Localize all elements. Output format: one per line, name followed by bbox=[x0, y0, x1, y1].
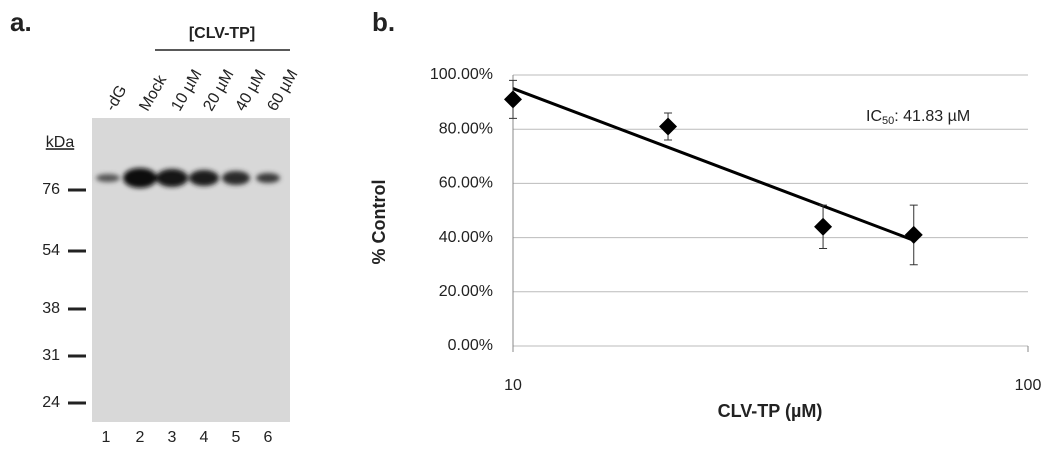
lane-label: Mock bbox=[136, 72, 170, 114]
marker-label: 54 bbox=[42, 242, 60, 259]
band bbox=[156, 169, 188, 187]
lane-number: 5 bbox=[232, 429, 241, 446]
marker-label: 24 bbox=[42, 394, 60, 411]
marker-label: 38 bbox=[42, 300, 60, 317]
data-point bbox=[814, 218, 832, 236]
lane-number: 6 bbox=[264, 429, 273, 446]
data-point bbox=[905, 226, 923, 244]
annotation-subscript: 50 bbox=[882, 115, 894, 127]
lane-number: 4 bbox=[200, 429, 209, 446]
panel-label: b. bbox=[372, 7, 395, 37]
gel-image bbox=[92, 118, 290, 422]
y-tick-label: 60.00% bbox=[439, 175, 493, 192]
annotation: IC50: 41.83 µM bbox=[866, 108, 970, 127]
x-tick-label: 100 bbox=[1015, 377, 1042, 394]
lane-number: 1 bbox=[102, 429, 111, 446]
lane-label: 10 µM bbox=[168, 67, 205, 114]
band bbox=[256, 173, 280, 183]
lane-label: 60 µM bbox=[264, 67, 301, 114]
lane-label: 40 µM bbox=[232, 67, 269, 114]
y-tick-label: 0.00% bbox=[448, 337, 493, 354]
x-axis-title: CLV-TP (µM) bbox=[718, 401, 823, 421]
band bbox=[189, 170, 219, 186]
y-axis-title: % Control bbox=[369, 180, 389, 265]
lane-number: 3 bbox=[168, 429, 177, 446]
data-point bbox=[659, 117, 677, 135]
panel-label: a. bbox=[10, 7, 32, 37]
marker-label: 76 bbox=[42, 181, 60, 198]
figure: a. [CLV-TP] kDa b. CLV-TP (µM) % Control… bbox=[0, 0, 1051, 449]
lane-label: 20 µM bbox=[200, 67, 237, 114]
data-point bbox=[504, 90, 522, 108]
y-tick-label: 40.00% bbox=[439, 229, 493, 246]
lane-number: 2 bbox=[136, 429, 145, 446]
annotation-suffix: : 41.83 µM bbox=[894, 108, 970, 125]
y-tick-label: 20.00% bbox=[439, 283, 493, 300]
band bbox=[123, 168, 157, 188]
y-tick-label: 80.00% bbox=[439, 120, 493, 137]
band bbox=[96, 174, 120, 182]
marker-label: 31 bbox=[42, 347, 60, 364]
trendline bbox=[513, 89, 914, 241]
band bbox=[222, 171, 250, 185]
lane-label: -dG bbox=[102, 83, 130, 115]
x-tick-label: 10 bbox=[504, 377, 522, 394]
y-tick-label: 100.00% bbox=[430, 66, 493, 83]
bracket-label: [CLV-TP] bbox=[189, 25, 255, 42]
marker-unit: kDa bbox=[46, 134, 75, 151]
annotation-text: IC bbox=[866, 108, 882, 125]
